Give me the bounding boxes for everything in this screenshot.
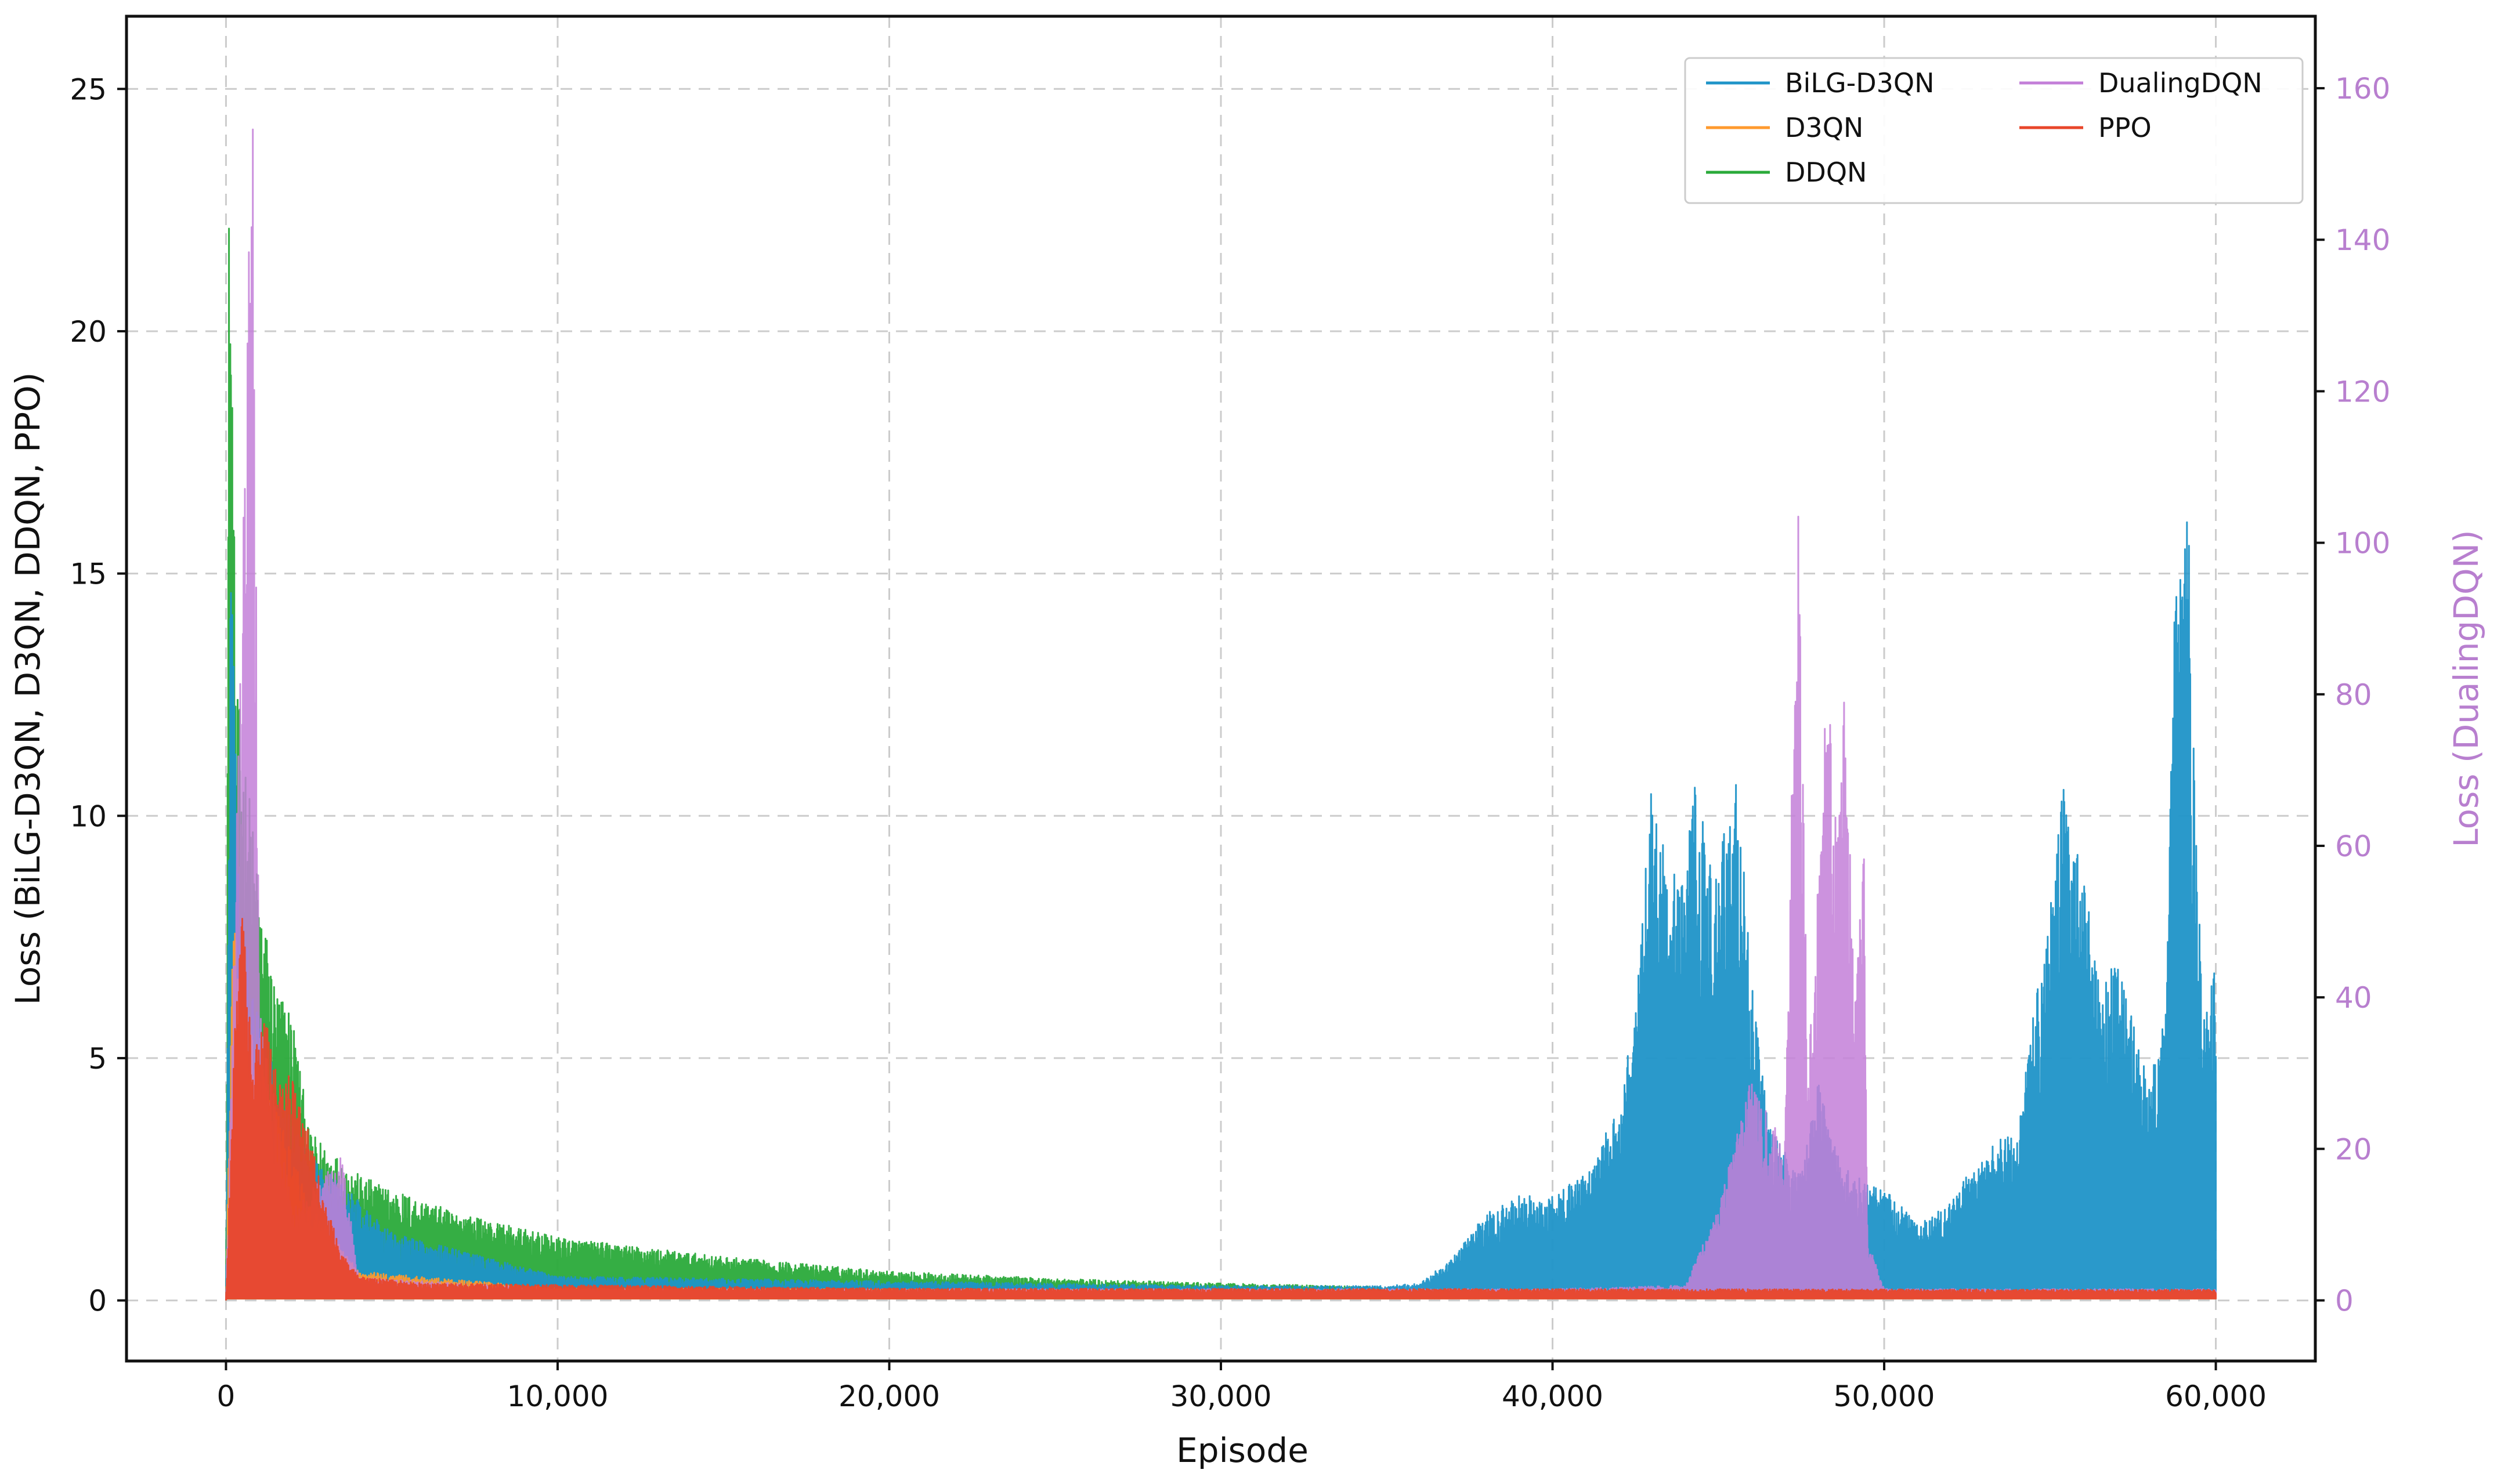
legend-box [1684, 57, 2304, 204]
legend: BiLG-D3QN D3QN DDQN DualingDQN PPO [1684, 57, 2304, 204]
y2-axis-title: Loss (DualingDQN) [2446, 530, 2486, 847]
y-axis-left: 0 5 10 15 20 25 [70, 73, 127, 1318]
y-tick-label: 0 [88, 1284, 107, 1318]
y2-tick-label: 60 [2335, 830, 2372, 863]
x-tick-label: 50,000 [1834, 1380, 1935, 1413]
y2-tick-label: 0 [2335, 1284, 2354, 1318]
y-tick-label: 10 [70, 799, 107, 833]
y2-tick-label: 80 [2335, 678, 2372, 712]
y-tick-label: 15 [70, 558, 107, 591]
legend-label: BiLG-D3QN [1785, 67, 1935, 99]
x-axis-title: Episode [1176, 1431, 1309, 1470]
series-line-ppo [225, 918, 2217, 1301]
y2-tick-label: 120 [2335, 375, 2390, 408]
x-tick-label: 0 [217, 1380, 236, 1413]
y2-tick-label: 140 [2335, 223, 2390, 257]
legend-label: PPO [2098, 112, 2152, 143]
x-axis: 0 10,000 20,000 30,000 40,000 50,000 60,000 [217, 1361, 2267, 1413]
y-tick-label: 20 [70, 315, 107, 349]
y-tick-label: 25 [70, 73, 107, 106]
legend-label: DDQN [1785, 157, 1867, 188]
x-tick-label: 40,000 [1502, 1380, 1603, 1413]
x-tick-label: 20,000 [839, 1380, 940, 1413]
legend-label: D3QN [1785, 112, 1863, 143]
x-tick-label: 30,000 [1170, 1380, 1272, 1413]
legend-label: DualingDQN [2098, 67, 2263, 99]
y2-tick-label: 100 [2335, 527, 2390, 560]
y2-tick-label: 160 [2335, 72, 2390, 106]
y2-tick-label: 40 [2335, 981, 2372, 1015]
y-tick-label: 5 [88, 1042, 107, 1076]
y-axis-title: Loss (BiLG-D3QN, D3QN, DDQN, PPO) [8, 372, 48, 1005]
y-axis-right: 0 20 40 60 80 100 120 140 160 [2315, 72, 2390, 1318]
y2-tick-label: 20 [2335, 1132, 2372, 1166]
series-group [225, 128, 2217, 1301]
x-tick-label: 60,000 [2165, 1380, 2267, 1413]
x-tick-label: 10,000 [507, 1380, 608, 1413]
